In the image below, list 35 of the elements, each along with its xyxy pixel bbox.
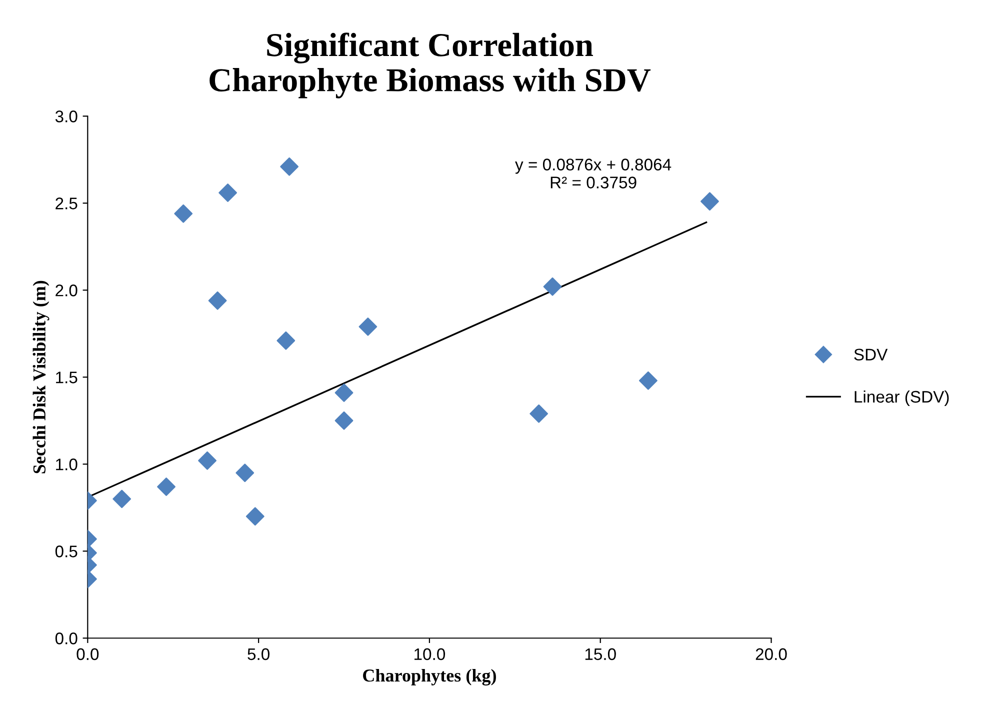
point (358, 317, 378, 336)
legend-label: Linear (SDV) (854, 390, 949, 406)
x-tick-label: 20.0 (756, 648, 787, 660)
y-tick-label: 0.5 (55, 546, 78, 558)
x-tick-label: 10.0 (414, 648, 446, 660)
y-tick-label: 1.0 (56, 458, 78, 470)
y-tick-label: 1.5 (56, 372, 78, 384)
annotation: y = 0.0876x + 0.8064 R² = 0.3759 (515, 158, 672, 188)
point (700, 192, 719, 211)
point (334, 411, 354, 430)
point (334, 384, 354, 402)
point (280, 157, 299, 176)
point (218, 184, 237, 202)
point (157, 478, 176, 496)
point (112, 490, 132, 508)
legend-label: SDV (854, 348, 888, 361)
point (639, 371, 658, 390)
y-axis-title: Secchi Disk Visibility (m) (32, 280, 50, 474)
point (530, 404, 548, 423)
y-tick-label: 0.0 (55, 632, 78, 644)
chart-title: Significant Correlation Charophyte Biomass with SDV (210, 32, 651, 98)
point (208, 291, 227, 310)
x-tick-label: 0.0 (76, 648, 99, 660)
x-axis-title: Charophytes (kg) (363, 668, 496, 686)
point (174, 204, 193, 223)
y-tick-label: 2.5 (56, 198, 78, 210)
point (236, 464, 254, 482)
point (543, 277, 562, 296)
y-tick-label: 3.0 (55, 110, 78, 122)
x-tick-label: 15.0 (585, 648, 616, 660)
point (276, 331, 296, 350)
x-tick-label: 5.0 (248, 648, 270, 660)
point (246, 507, 264, 526)
point (198, 451, 216, 470)
y-tick-label: 2.0 (56, 284, 78, 296)
